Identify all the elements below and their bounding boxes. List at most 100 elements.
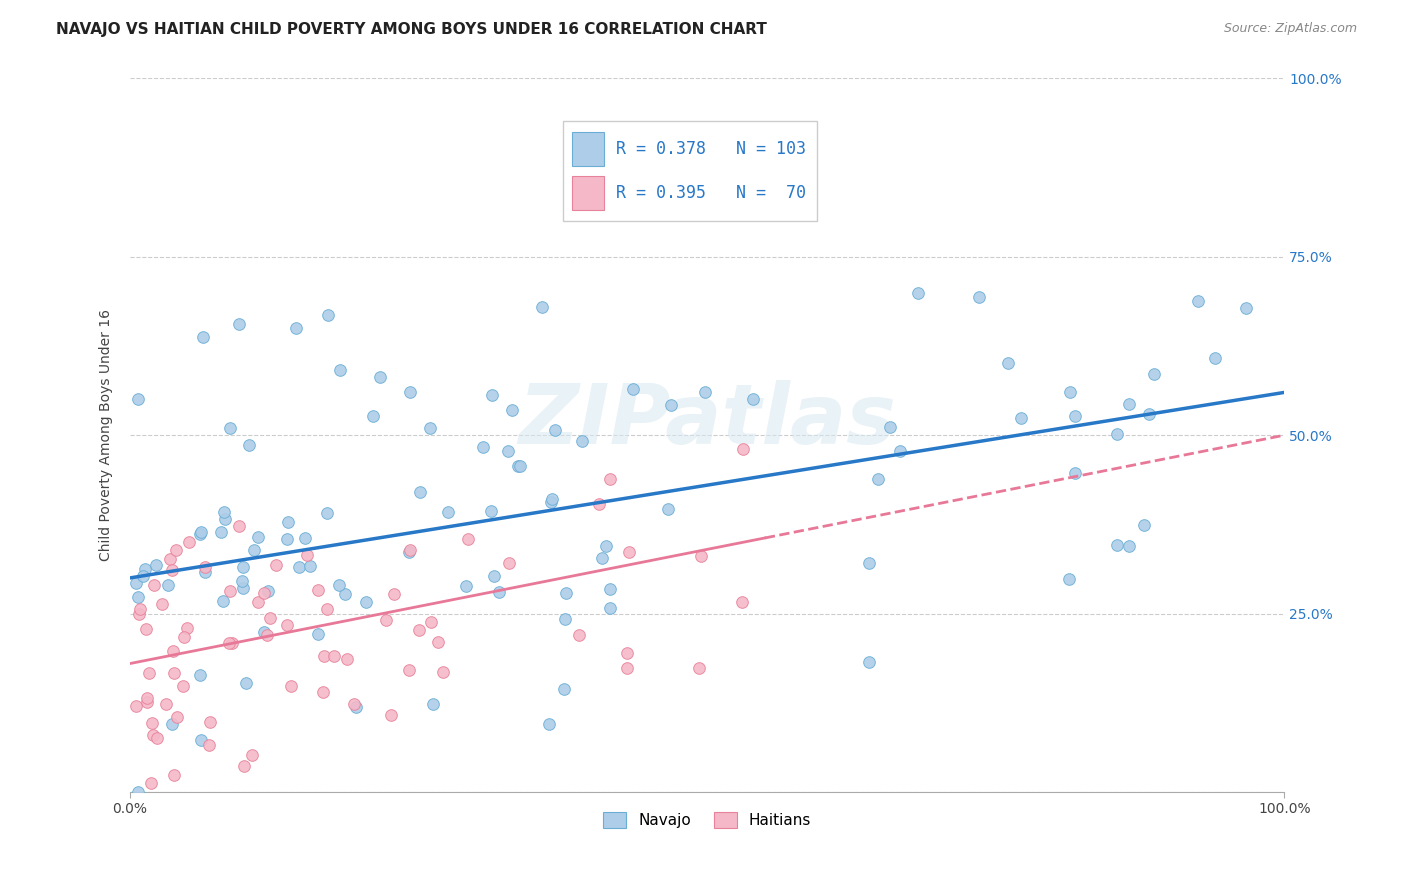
Point bbox=[163, 768, 186, 782]
Point bbox=[177, 534, 200, 549]
Point bbox=[1118, 397, 1140, 411]
Point bbox=[427, 634, 450, 648]
Point bbox=[375, 613, 398, 627]
Point bbox=[858, 557, 880, 571]
Point bbox=[1063, 409, 1085, 423]
Point bbox=[329, 363, 352, 377]
Point bbox=[1105, 426, 1128, 441]
Text: R = 0.378   N = 103: R = 0.378 N = 103 bbox=[616, 140, 806, 158]
Point bbox=[419, 615, 441, 629]
Point bbox=[889, 444, 911, 458]
Point bbox=[246, 530, 269, 544]
Point bbox=[188, 526, 211, 541]
Point bbox=[232, 559, 254, 574]
Point bbox=[733, 442, 755, 457]
Point bbox=[145, 558, 167, 572]
Point bbox=[866, 472, 889, 486]
Point bbox=[257, 583, 280, 598]
Point bbox=[143, 578, 166, 592]
Point bbox=[318, 309, 340, 323]
Point bbox=[858, 656, 880, 670]
Point bbox=[479, 504, 502, 518]
Point bbox=[129, 602, 152, 616]
Point bbox=[134, 561, 156, 575]
Point bbox=[176, 621, 198, 635]
Point bbox=[219, 421, 242, 435]
Point bbox=[879, 420, 901, 434]
Point bbox=[695, 385, 717, 400]
Point bbox=[197, 738, 219, 752]
Point bbox=[135, 623, 157, 637]
Point bbox=[554, 612, 576, 626]
Bar bbox=[572, 132, 605, 167]
Y-axis label: Child Poverty Among Boys Under 16: Child Poverty Among Boys Under 16 bbox=[100, 310, 114, 561]
Point bbox=[488, 585, 510, 599]
Point bbox=[588, 497, 610, 511]
Point bbox=[409, 485, 432, 500]
Point bbox=[212, 505, 235, 519]
Point bbox=[907, 286, 929, 301]
Point bbox=[742, 392, 765, 406]
Point bbox=[1063, 466, 1085, 480]
Point bbox=[172, 679, 194, 693]
Point bbox=[253, 586, 276, 600]
Point bbox=[240, 747, 263, 762]
Point bbox=[368, 370, 391, 384]
Point bbox=[193, 559, 215, 574]
Point bbox=[315, 602, 337, 616]
Point bbox=[544, 423, 567, 437]
Point bbox=[312, 685, 335, 699]
Point bbox=[246, 595, 269, 609]
Point bbox=[398, 663, 420, 677]
Point bbox=[211, 594, 233, 608]
Point bbox=[382, 587, 405, 601]
Point bbox=[1234, 301, 1257, 315]
Point bbox=[209, 525, 232, 540]
Point bbox=[1010, 410, 1032, 425]
Point bbox=[328, 578, 350, 592]
Point bbox=[145, 731, 167, 745]
Point bbox=[253, 624, 276, 639]
Point bbox=[344, 699, 367, 714]
Text: R = 0.395   N =  70: R = 0.395 N = 70 bbox=[616, 185, 806, 202]
Point bbox=[969, 290, 991, 304]
Point bbox=[316, 506, 339, 520]
Point bbox=[1059, 384, 1081, 399]
Point bbox=[422, 697, 444, 711]
Point bbox=[173, 630, 195, 644]
Point bbox=[142, 728, 165, 742]
Point bbox=[156, 578, 179, 592]
Point bbox=[276, 532, 298, 546]
Point bbox=[128, 590, 150, 604]
Point bbox=[266, 558, 288, 572]
Text: NAVAJO VS HAITIAN CHILD POVERTY AMONG BOYS UNDER 16 CORRELATION CHART: NAVAJO VS HAITIAN CHILD POVERTY AMONG BO… bbox=[56, 22, 768, 37]
Point bbox=[280, 679, 302, 693]
Point bbox=[128, 607, 150, 621]
Point bbox=[399, 542, 422, 557]
Point bbox=[1143, 367, 1166, 381]
Legend: Navajo, Haitians: Navajo, Haitians bbox=[598, 806, 817, 834]
Point bbox=[531, 300, 554, 314]
Point bbox=[288, 559, 311, 574]
Point bbox=[136, 695, 159, 709]
Point bbox=[509, 458, 531, 473]
Point bbox=[595, 539, 617, 553]
Point bbox=[125, 575, 148, 590]
Point bbox=[380, 707, 402, 722]
Point bbox=[731, 594, 754, 608]
Point bbox=[214, 511, 236, 525]
Point bbox=[457, 532, 479, 546]
Point bbox=[285, 320, 308, 334]
Point bbox=[1187, 293, 1209, 308]
Point bbox=[218, 636, 240, 650]
Point bbox=[541, 492, 564, 507]
Point bbox=[1118, 539, 1140, 553]
Point bbox=[354, 594, 377, 608]
Point bbox=[335, 586, 357, 600]
Point bbox=[295, 548, 318, 562]
Point bbox=[498, 556, 520, 570]
Point bbox=[553, 681, 575, 696]
Point bbox=[657, 502, 679, 516]
Point bbox=[218, 584, 240, 599]
Point bbox=[127, 392, 149, 406]
